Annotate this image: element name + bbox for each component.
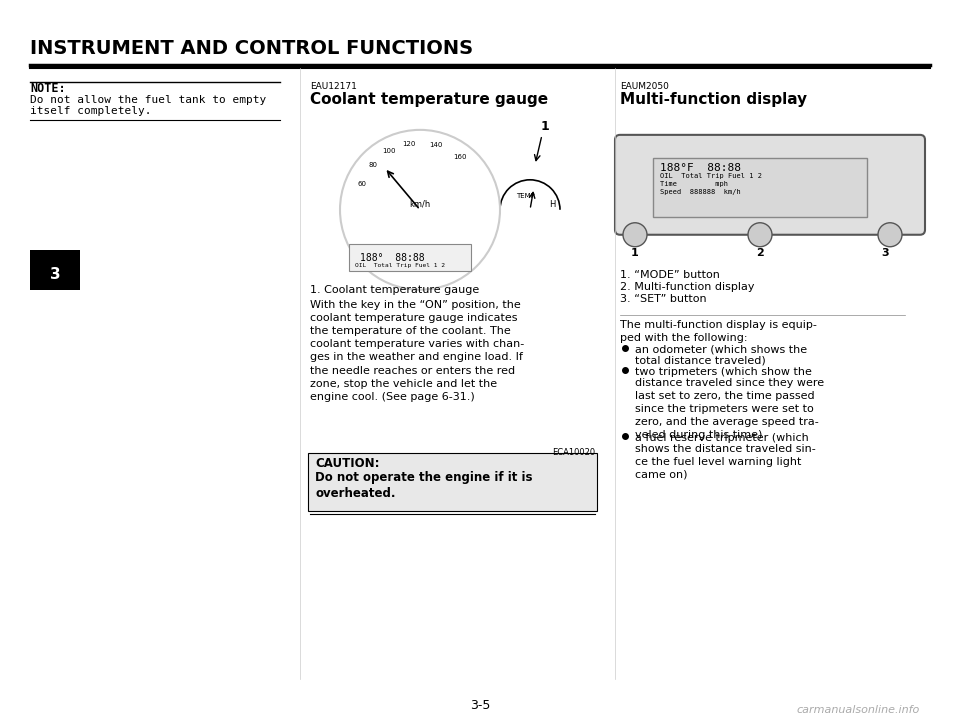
Text: 100: 100 [382, 148, 396, 154]
Text: OIL  Total Trip Fuel 1 2: OIL Total Trip Fuel 1 2 [660, 173, 762, 179]
Text: Coolant temperature gauge: Coolant temperature gauge [310, 92, 548, 107]
Text: 1. Coolant temperature gauge: 1. Coolant temperature gauge [310, 285, 479, 294]
Text: a fuel reserve tripmeter (which: a fuel reserve tripmeter (which [635, 432, 808, 442]
Text: Do not allow the fuel tank to empty
itself completely.: Do not allow the fuel tank to empty itse… [30, 95, 266, 116]
Text: The multi-function display is equip-
ped with the following:: The multi-function display is equip- ped… [620, 320, 817, 343]
Text: H: H [549, 200, 555, 209]
Text: 188°F  88:88: 188°F 88:88 [660, 163, 741, 173]
Text: INSTRUMENT AND CONTROL FUNCTIONS: INSTRUMENT AND CONTROL FUNCTIONS [30, 39, 473, 58]
Text: NOTE:: NOTE: [30, 82, 65, 95]
FancyBboxPatch shape [615, 135, 925, 235]
Text: 140: 140 [429, 142, 443, 148]
Text: shows the distance traveled sin-
ce the fuel level warning light
came on): shows the distance traveled sin- ce the … [635, 444, 816, 480]
Text: 2: 2 [756, 248, 764, 258]
Circle shape [623, 223, 647, 247]
Text: CAUTION:: CAUTION: [315, 457, 379, 470]
Text: 3. “SET” button: 3. “SET” button [620, 294, 707, 304]
Text: 1. “MODE” button: 1. “MODE” button [620, 270, 720, 280]
Text: 3-5: 3-5 [469, 699, 491, 712]
Circle shape [878, 223, 902, 247]
Text: 3: 3 [881, 248, 889, 258]
Text: 60: 60 [357, 181, 366, 187]
Circle shape [340, 130, 500, 289]
Text: 80: 80 [368, 162, 377, 168]
Text: TEMP: TEMP [516, 193, 535, 199]
Text: total distance traveled): total distance traveled) [635, 355, 766, 365]
Text: ECA10020: ECA10020 [552, 447, 595, 457]
Text: With the key in the “ON” position, the
coolant temperature gauge indicates
the t: With the key in the “ON” position, the c… [310, 299, 524, 402]
Text: Time         mph: Time mph [660, 181, 728, 187]
Text: EAUM2050: EAUM2050 [620, 82, 669, 91]
Text: 1: 1 [540, 120, 549, 133]
FancyBboxPatch shape [308, 452, 597, 511]
Circle shape [748, 223, 772, 247]
Text: two tripmeters (which show the: two tripmeters (which show the [635, 367, 812, 377]
Text: 160: 160 [453, 154, 467, 160]
Text: EAU12171: EAU12171 [310, 82, 357, 91]
Text: 2. Multi-function display: 2. Multi-function display [620, 281, 755, 292]
Text: Do not operate the engine if it is
overheated.: Do not operate the engine if it is overh… [315, 470, 533, 500]
Text: km/h: km/h [409, 200, 431, 209]
Text: OIL  Total Trip Fuel 1 2: OIL Total Trip Fuel 1 2 [355, 263, 445, 268]
Text: 3: 3 [50, 267, 60, 282]
FancyBboxPatch shape [653, 158, 867, 217]
Text: carmanualsonline.info: carmanualsonline.info [797, 705, 920, 715]
Text: Multi-function display: Multi-function display [620, 92, 807, 107]
Text: 188°  88:88: 188° 88:88 [360, 253, 424, 263]
FancyBboxPatch shape [349, 243, 471, 271]
Text: an odometer (which shows the: an odometer (which shows the [635, 345, 807, 355]
FancyBboxPatch shape [30, 250, 80, 289]
Text: distance traveled since they were
last set to zero, the time passed
since the tr: distance traveled since they were last s… [635, 378, 824, 440]
Text: Speed  888888  km/h: Speed 888888 km/h [660, 189, 741, 195]
Text: 120: 120 [402, 141, 416, 146]
Text: 1: 1 [631, 248, 638, 258]
